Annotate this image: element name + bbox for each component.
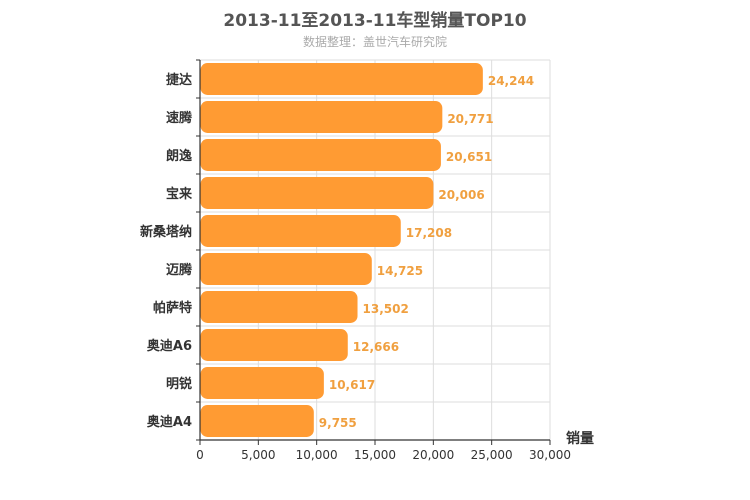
category-label: 明锐 xyxy=(166,376,192,392)
bar xyxy=(200,405,314,437)
data-label: 20,771 xyxy=(447,112,493,126)
bar xyxy=(200,139,441,171)
x-tick-label: 10,000 xyxy=(296,448,338,462)
bar xyxy=(200,329,348,361)
x-tick-label: 30,000 xyxy=(529,448,571,462)
bar xyxy=(200,177,434,209)
bar xyxy=(200,367,324,399)
data-label: 20,006 xyxy=(438,188,484,202)
data-label: 10,617 xyxy=(329,378,375,392)
x-tick-label: 15,000 xyxy=(354,448,396,462)
category-label: 新桑塔纳 xyxy=(140,224,192,240)
x-tick-label: 5,000 xyxy=(241,448,275,462)
bar xyxy=(200,101,443,133)
category-label: 奥迪A6 xyxy=(147,338,192,354)
x-tick-label: 20,000 xyxy=(412,448,454,462)
category-label: 奥迪A4 xyxy=(147,414,192,430)
x-tick-label: 0 xyxy=(196,448,204,462)
data-label: 24,244 xyxy=(488,74,534,88)
bar xyxy=(200,253,372,285)
chart-subtitle: 数据整理：盖世汽车研究院 xyxy=(302,35,447,49)
chart-title: 2013-11至2013-11车型销量TOP10 xyxy=(223,11,527,31)
category-label: 帕萨特 xyxy=(153,300,192,316)
data-label: 17,208 xyxy=(406,226,452,240)
category-label: 捷达 xyxy=(166,72,192,88)
category-label: 速腾 xyxy=(166,110,193,126)
category-label: 宝来 xyxy=(166,186,193,202)
category-label: 迈腾 xyxy=(166,262,193,278)
bar xyxy=(200,215,401,247)
data-label: 14,725 xyxy=(377,264,423,278)
data-label: 13,502 xyxy=(363,302,409,316)
x-axis-title: 销量 xyxy=(566,430,594,447)
bars: 24,244 20,771 20,651 20,006 17,208 14,725 13,5… xyxy=(200,63,534,437)
category-label: 朗逸 xyxy=(166,148,192,164)
bar xyxy=(200,63,483,95)
data-label: 20,651 xyxy=(446,150,492,164)
data-label: 12,666 xyxy=(353,340,399,354)
x-tick-label: 25,000 xyxy=(471,448,513,462)
bar xyxy=(200,291,358,323)
data-label: 9,755 xyxy=(319,416,357,430)
